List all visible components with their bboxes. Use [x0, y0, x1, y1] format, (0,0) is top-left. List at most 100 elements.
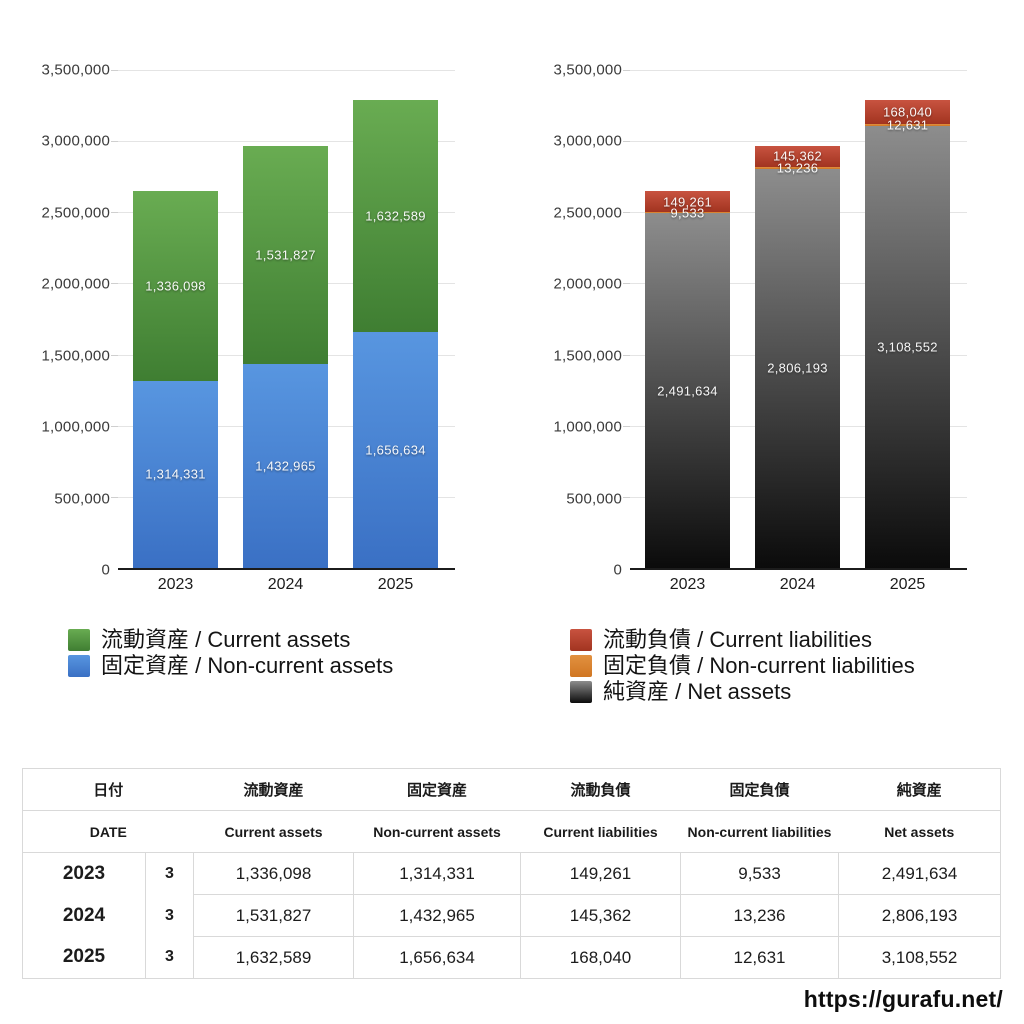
- y-axis-label: 3,000,000: [553, 132, 622, 150]
- y-axis-label: 1,000,000: [553, 418, 622, 436]
- table-cell-value: 168,040: [520, 936, 681, 979]
- y-axis-tick: [111, 425, 118, 427]
- legend-swatch-current-liabilities: [570, 628, 592, 651]
- table-cell-value: 1,632,589: [193, 936, 354, 979]
- table-cell-value: 9,533: [680, 852, 839, 895]
- chart-plot-area: 1,336,098 1,314,331 2023 1,531,827 1,432,965…: [111, 70, 455, 593]
- stacked-bar-2025: 1,632,589 1,656,634: [353, 100, 438, 568]
- segment-current-assets-2024: 1,531,827: [243, 146, 328, 365]
- y-axis-tick: [623, 141, 630, 143]
- chart-legend: 流動負債 / Current liabilities 固定負債 / Non-cur…: [570, 628, 915, 703]
- y-axis-label: 0: [101, 561, 110, 579]
- chart-plot-area: 149,261 9,533 2,491,634 2023 145,362 13,236 2,…: [623, 70, 967, 593]
- x-axis-label: 2025: [889, 576, 926, 593]
- balance-table-header: 日付 流動資産 固定資産 流動負債 固定負債 純資産 DATE Current assets N…: [22, 768, 1001, 853]
- legend-swatch-current-assets: [68, 628, 90, 651]
- y-axis-label: 0: [613, 561, 622, 579]
- stacked-bar-2023: 149,261 9,533 2,491,634: [645, 190, 730, 568]
- y-axis-label: 500,000: [54, 490, 110, 508]
- y-axis-tick: [111, 212, 118, 214]
- y-axis-label: 1,000,000: [41, 418, 110, 436]
- balance-table-body: 2023 3 1,336,098 1,314,331 149,261 9,533 2,491…: [23, 852, 1001, 979]
- table-cell-value: 149,261: [520, 852, 681, 895]
- y-axis-tick: [111, 354, 118, 356]
- segment-net-assets-2025: 3,108,552: [865, 125, 950, 568]
- site-url: https://gurafu.net/: [803, 986, 1003, 1012]
- y-axis-tick: [111, 141, 118, 143]
- segment-value-label: 1,432,965: [255, 458, 316, 474]
- legend-swatch-non-current-liabilities: [570, 654, 592, 677]
- table-header-en: Non-current assets: [353, 810, 521, 853]
- table-header-jp: 固定資産: [353, 768, 521, 811]
- table-cell-value: 13,236: [680, 894, 839, 937]
- segment-current-liabilities-2025: 168,040: [865, 100, 950, 124]
- legend-label: 固定資産 / Non-current assets: [101, 653, 394, 678]
- y-axis-label: 2,500,000: [553, 204, 622, 222]
- y-axis-tick: [623, 425, 630, 427]
- segment-non-current-assets-2023: 1,314,331: [133, 380, 218, 568]
- y-axis-tick: [623, 354, 630, 356]
- table-header-en: Net assets: [838, 810, 1001, 853]
- legend-label: 流動負債 / Current liabilities: [603, 627, 872, 652]
- y-axis-tick: [623, 212, 630, 214]
- segment-value-label: 13,236: [776, 160, 819, 176]
- segment-value-label: 3,108,552: [877, 339, 938, 355]
- gridline: [630, 141, 967, 143]
- legend-item-non-current-assets: 固定資産 / Non-current assets: [68, 654, 393, 677]
- table-cell-value: 1,336,098: [193, 852, 354, 895]
- y-axis-label: 2,000,000: [41, 275, 110, 293]
- y-axis-tick: [111, 70, 118, 71]
- table-cell-value: 2,491,634: [838, 852, 1001, 895]
- table-cell-month: 3: [144, 852, 194, 895]
- segment-non-current-assets-2025: 1,656,634: [353, 332, 438, 568]
- y-axis-tick: [623, 283, 630, 285]
- y-axis-label: 2,000,000: [553, 275, 622, 293]
- table-cell-value: 1,314,331: [353, 852, 521, 895]
- table-row: 2024 3 1,531,827 1,432,965 145,362 13,236 2,80…: [23, 894, 1001, 937]
- table-cell-year: 2024: [62, 904, 106, 926]
- y-axis-label: 2,500,000: [41, 204, 110, 222]
- stacked-bar-2023: 1,336,098 1,314,331: [133, 190, 218, 568]
- segment-value-label: 1,336,098: [145, 278, 206, 294]
- segment-value-label: 1,632,589: [365, 208, 426, 224]
- table-cell-value: 12,631: [680, 936, 839, 979]
- legend-label: 固定負債 / Non-current liabilities: [603, 653, 915, 678]
- table-cell-value: 145,362: [520, 894, 681, 937]
- y-axis-tick: [111, 283, 118, 285]
- segment-value-label: 1,314,331: [145, 466, 206, 482]
- legend-item-net-assets: 純資産 / Net assets: [570, 680, 915, 703]
- segment-value-label: 1,531,827: [255, 247, 316, 263]
- table-cell-year: 2023: [62, 862, 106, 884]
- legend-label: 流動資産 / Current assets: [101, 627, 351, 652]
- legend-item-current-assets: 流動資産 / Current assets: [68, 628, 393, 651]
- segment-non-current-liabilities-2024: 13,236: [755, 160, 840, 175]
- table-header-en: Current liabilities: [520, 810, 681, 853]
- legend-item-non-current-liabilities: 固定負債 / Non-current liabilities: [570, 654, 915, 677]
- table-header-jp: 日付: [22, 768, 194, 811]
- segment-non-current-liabilities-2025: 12,631: [865, 117, 950, 132]
- stacked-bar-2025: 168,040 12,631 3,108,552: [865, 100, 950, 568]
- segment-current-assets-2025: 1,632,589: [353, 100, 438, 333]
- y-axis-label: 1,500,000: [553, 347, 622, 365]
- table-header-row-en: DATE Current assets Non-current assets Curr…: [22, 810, 1001, 853]
- balance-table: 日付 流動資産 固定資産 流動負債 固定負債 純資産 DATE Current assets N…: [22, 768, 1002, 979]
- segment-value-label: 149,261: [662, 194, 713, 209]
- segment-current-liabilities-2023: 149,261: [645, 190, 730, 213]
- segment-value-label: 12,631: [886, 117, 929, 133]
- x-axis-label: 2023: [669, 576, 706, 593]
- y-axis-tick: [623, 70, 630, 71]
- segment-value-label: 168,040: [882, 104, 933, 120]
- table-cell-month: 3: [144, 894, 194, 937]
- segment-value-label: 145,362: [772, 148, 823, 164]
- segment-value-label: 2,491,634: [657, 383, 718, 399]
- stacked-bar-2024: 1,531,827 1,432,965: [243, 146, 328, 568]
- table-cell-value: 1,531,827: [193, 894, 354, 937]
- segment-net-assets-2023: 2,491,634: [645, 213, 730, 568]
- segment-non-current-assets-2024: 1,432,965: [243, 364, 328, 568]
- segment-value-label: 9,533: [670, 205, 705, 221]
- y-axis-label: 3,000,000: [41, 132, 110, 150]
- stacked-bar-2024: 145,362 13,236 2,806,193: [755, 146, 840, 568]
- table-cell-value: 1,432,965: [353, 894, 521, 937]
- x-axis-label: 2024: [267, 576, 304, 593]
